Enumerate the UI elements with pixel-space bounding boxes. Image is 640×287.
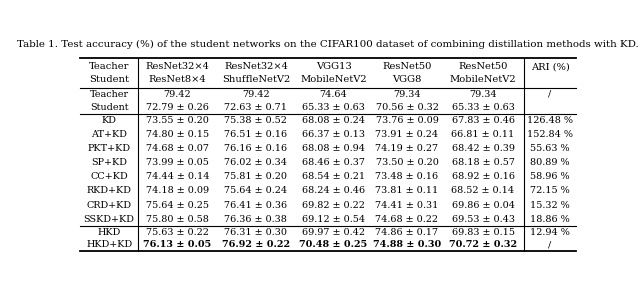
Text: 66.81 ± 0.11: 66.81 ± 0.11	[451, 130, 515, 139]
Text: RKD+KD: RKD+KD	[86, 187, 132, 195]
Text: 68.52 ± 0.14: 68.52 ± 0.14	[451, 187, 515, 195]
Text: 68.46 ± 0.37: 68.46 ± 0.37	[302, 158, 365, 167]
Text: ShuffleNetV2: ShuffleNetV2	[222, 75, 290, 84]
Text: 73.76 ± 0.09: 73.76 ± 0.09	[376, 116, 438, 125]
Text: SSKD+KD: SSKD+KD	[84, 215, 134, 224]
Text: 73.48 ± 0.16: 73.48 ± 0.16	[376, 172, 438, 181]
Text: 66.37 ± 0.13: 66.37 ± 0.13	[302, 130, 365, 139]
Text: ResNet50: ResNet50	[458, 62, 508, 71]
Text: 67.83 ± 0.46: 67.83 ± 0.46	[451, 116, 515, 125]
Text: VGG8: VGG8	[392, 75, 422, 84]
Text: 65.33 ± 0.63: 65.33 ± 0.63	[302, 102, 365, 112]
Text: 76.36 ± 0.38: 76.36 ± 0.38	[225, 215, 287, 224]
Text: 76.41 ± 0.36: 76.41 ± 0.36	[225, 201, 287, 210]
Text: 68.08 ± 0.94: 68.08 ± 0.94	[302, 144, 365, 153]
Text: 126.48 %: 126.48 %	[527, 116, 573, 125]
Text: 73.91 ± 0.24: 73.91 ± 0.24	[376, 130, 438, 139]
Text: 74.88 ± 0.30: 74.88 ± 0.30	[373, 240, 441, 249]
Text: Student: Student	[89, 75, 129, 84]
Text: 69.53 ± 0.43: 69.53 ± 0.43	[451, 215, 515, 224]
Text: 74.64: 74.64	[320, 90, 348, 99]
Text: MobileNetV2: MobileNetV2	[450, 75, 516, 84]
Text: 69.86 ± 0.04: 69.86 ± 0.04	[451, 201, 515, 210]
Text: 74.68 ± 0.22: 74.68 ± 0.22	[376, 215, 438, 224]
Text: ARI (%): ARI (%)	[531, 62, 570, 71]
Text: HKD+KD: HKD+KD	[86, 240, 132, 249]
Text: 70.48 ± 0.25: 70.48 ± 0.25	[300, 240, 368, 249]
Text: /: /	[548, 240, 552, 249]
Text: 69.82 ± 0.22: 69.82 ± 0.22	[302, 201, 365, 210]
Text: 74.19 ± 0.27: 74.19 ± 0.27	[376, 144, 438, 153]
Text: 74.80 ± 0.15: 74.80 ± 0.15	[146, 130, 209, 139]
Text: Table 1. Test accuracy (%) of the student networks on the CIFAR100 dataset of co: Table 1. Test accuracy (%) of the studen…	[17, 40, 639, 49]
Text: 76.31 ± 0.30: 76.31 ± 0.30	[225, 228, 287, 237]
Text: AT+KD: AT+KD	[92, 130, 127, 139]
Text: 152.84 %: 152.84 %	[527, 130, 573, 139]
Text: 76.16 ± 0.16: 76.16 ± 0.16	[225, 144, 287, 153]
Text: 75.64 ± 0.25: 75.64 ± 0.25	[146, 201, 209, 210]
Text: 76.92 ± 0.22: 76.92 ± 0.22	[222, 240, 290, 249]
Text: 74.44 ± 0.14: 74.44 ± 0.14	[146, 172, 209, 181]
Text: ResNet32×4: ResNet32×4	[224, 62, 288, 71]
Text: MobileNetV2: MobileNetV2	[300, 75, 367, 84]
Text: 74.68 ± 0.07: 74.68 ± 0.07	[146, 144, 209, 153]
Text: 68.42 ± 0.39: 68.42 ± 0.39	[451, 144, 515, 153]
Text: ResNet50: ResNet50	[382, 62, 431, 71]
Text: 55.63 %: 55.63 %	[530, 144, 570, 153]
Text: Teacher: Teacher	[89, 62, 129, 71]
Text: 76.13 ± 0.05: 76.13 ± 0.05	[143, 240, 212, 249]
Text: 74.86 ± 0.17: 74.86 ± 0.17	[376, 228, 438, 237]
Text: 68.24 ± 0.46: 68.24 ± 0.46	[302, 187, 365, 195]
Text: 74.41 ± 0.31: 74.41 ± 0.31	[375, 201, 438, 210]
Text: 76.51 ± 0.16: 76.51 ± 0.16	[225, 130, 287, 139]
Text: 79.34: 79.34	[469, 90, 497, 99]
Text: 79.34: 79.34	[393, 90, 420, 99]
Text: ResNet8×4: ResNet8×4	[148, 75, 206, 84]
Text: 75.81 ± 0.20: 75.81 ± 0.20	[225, 172, 287, 181]
Text: 15.32 %: 15.32 %	[530, 201, 570, 210]
Text: 68.92 ± 0.16: 68.92 ± 0.16	[451, 172, 515, 181]
Text: CRD+KD: CRD+KD	[86, 201, 132, 210]
Text: ResNet32×4: ResNet32×4	[145, 62, 209, 71]
Text: 12.94 %: 12.94 %	[530, 228, 570, 237]
Text: 68.08 ± 0.24: 68.08 ± 0.24	[302, 116, 365, 125]
Text: 73.99 ± 0.05: 73.99 ± 0.05	[146, 158, 209, 167]
Text: 70.56 ± 0.32: 70.56 ± 0.32	[376, 102, 438, 112]
Text: 80.89 %: 80.89 %	[530, 158, 570, 167]
Text: KD: KD	[102, 116, 116, 125]
Text: 72.79 ± 0.26: 72.79 ± 0.26	[146, 102, 209, 112]
Text: 73.55 ± 0.20: 73.55 ± 0.20	[146, 116, 209, 125]
Text: 68.18 ± 0.57: 68.18 ± 0.57	[451, 158, 515, 167]
Text: Teacher: Teacher	[90, 90, 129, 99]
Text: 75.63 ± 0.22: 75.63 ± 0.22	[146, 228, 209, 237]
Text: 75.38 ± 0.52: 75.38 ± 0.52	[225, 116, 287, 125]
Text: 75.64 ± 0.24: 75.64 ± 0.24	[225, 187, 287, 195]
Text: 72.15 %: 72.15 %	[530, 187, 570, 195]
Text: 79.42: 79.42	[164, 90, 191, 99]
Text: /: /	[548, 90, 552, 99]
Text: 58.96 %: 58.96 %	[530, 172, 570, 181]
Text: 73.81 ± 0.11: 73.81 ± 0.11	[375, 187, 438, 195]
Text: 68.54 ± 0.21: 68.54 ± 0.21	[302, 172, 365, 181]
Text: HKD: HKD	[97, 228, 121, 237]
Text: PKT+KD: PKT+KD	[88, 144, 131, 153]
Text: 72.63 ± 0.71: 72.63 ± 0.71	[225, 102, 287, 112]
Text: 70.72 ± 0.32: 70.72 ± 0.32	[449, 240, 517, 249]
Text: 73.50 ± 0.20: 73.50 ± 0.20	[376, 158, 438, 167]
Text: 65.33 ± 0.63: 65.33 ± 0.63	[452, 102, 515, 112]
Text: 75.80 ± 0.58: 75.80 ± 0.58	[146, 215, 209, 224]
Text: 76.02 ± 0.34: 76.02 ± 0.34	[225, 158, 287, 167]
Text: 69.97 ± 0.42: 69.97 ± 0.42	[302, 228, 365, 237]
Text: 74.18 ± 0.09: 74.18 ± 0.09	[146, 187, 209, 195]
Text: 69.83 ± 0.15: 69.83 ± 0.15	[451, 228, 515, 237]
Text: Student: Student	[90, 102, 129, 112]
Text: 18.86 %: 18.86 %	[530, 215, 570, 224]
Text: CC+KD: CC+KD	[90, 172, 128, 181]
Text: 69.12 ± 0.54: 69.12 ± 0.54	[302, 215, 365, 224]
Text: VGG13: VGG13	[316, 62, 351, 71]
Text: SP+KD: SP+KD	[92, 158, 127, 167]
Text: 79.42: 79.42	[242, 90, 269, 99]
